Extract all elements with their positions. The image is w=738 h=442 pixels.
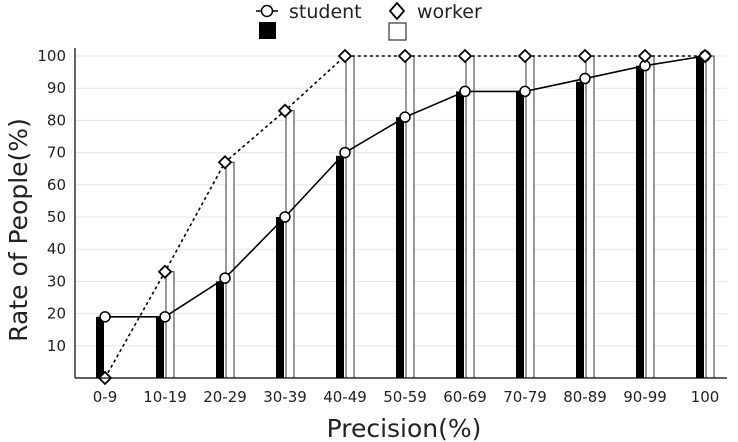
series-line-worker bbox=[104, 55, 705, 379]
x-tick-label: 0-9 bbox=[93, 388, 118, 406]
marker-student bbox=[399, 111, 411, 123]
marker-worker bbox=[217, 154, 233, 170]
marker-worker bbox=[517, 48, 533, 64]
x-tick-label: 30-39 bbox=[263, 388, 307, 406]
legend-worker-marker-icon bbox=[388, 1, 406, 21]
x-tick-label: 50-59 bbox=[383, 388, 427, 406]
bar-student bbox=[576, 81, 584, 378]
bar-student bbox=[156, 316, 164, 378]
bar-student bbox=[276, 217, 284, 378]
bar-student bbox=[636, 65, 644, 378]
y-tick-label: 100 bbox=[37, 47, 66, 65]
x-tick-label: 100 bbox=[691, 388, 720, 406]
marker-student bbox=[159, 311, 171, 323]
marker-worker bbox=[457, 48, 473, 64]
bar-worker bbox=[645, 55, 655, 379]
bar-worker bbox=[165, 271, 175, 379]
marker-student bbox=[579, 72, 591, 85]
bar-worker bbox=[345, 55, 355, 379]
legend-worker-bar-swatch bbox=[388, 22, 407, 41]
y-tick-label: 10 bbox=[47, 337, 66, 355]
y-tick-label: 70 bbox=[47, 144, 66, 162]
y-tick-label: 40 bbox=[47, 240, 66, 258]
y-tick-label: 80 bbox=[47, 111, 66, 129]
legend-student-bar-swatch bbox=[259, 22, 276, 39]
y-tick-label: 30 bbox=[47, 272, 66, 290]
bar-worker bbox=[585, 55, 595, 379]
marker-worker bbox=[577, 48, 593, 64]
bar-worker bbox=[705, 55, 715, 379]
marker-worker bbox=[397, 48, 413, 64]
y-axis-title: Rate of People(%) bbox=[4, 118, 33, 342]
x-tick-label: 80-89 bbox=[563, 388, 607, 406]
series-line-student bbox=[105, 55, 706, 318]
bar-student bbox=[96, 316, 104, 378]
series-markers bbox=[97, 48, 713, 386]
marker-student bbox=[279, 211, 291, 223]
x-tick-label: 60-69 bbox=[443, 388, 487, 406]
marker-worker bbox=[697, 48, 713, 64]
marker-worker bbox=[277, 103, 293, 119]
y-tick-label: 60 bbox=[47, 176, 66, 194]
bar-worker bbox=[285, 110, 295, 379]
bar-student bbox=[396, 117, 404, 379]
x-tick-label: 70-79 bbox=[503, 388, 547, 406]
legend: student worker bbox=[256, 1, 482, 41]
marker-student bbox=[459, 85, 471, 98]
bar-student bbox=[516, 91, 524, 379]
legend-worker-label: worker bbox=[417, 1, 482, 23]
marker-student bbox=[99, 311, 111, 323]
bar-worker bbox=[465, 55, 475, 379]
x-axis-title: Precision(%) bbox=[327, 414, 482, 442]
bar-worker bbox=[405, 55, 415, 379]
bar-student bbox=[336, 155, 344, 378]
marker-worker bbox=[157, 264, 173, 280]
x-tick-label: 10-19 bbox=[143, 388, 187, 406]
marker-worker bbox=[337, 48, 353, 64]
x-tick-label: 90-99 bbox=[623, 388, 667, 406]
legend-student-marker-icon bbox=[256, 4, 278, 18]
bars bbox=[96, 55, 715, 379]
marker-student bbox=[339, 146, 351, 159]
tick-labels: 10 20 30 40 50 60 70 80 90 100 0-9 10-19 20-29 30-39 4… bbox=[37, 47, 719, 406]
axes bbox=[74, 48, 727, 379]
y-tick-label: 20 bbox=[47, 305, 66, 323]
x-tick-label: 40-49 bbox=[323, 388, 367, 406]
bar-student bbox=[216, 281, 224, 378]
bar-student bbox=[696, 56, 704, 378]
legend-student-label: student bbox=[289, 1, 362, 23]
y-tick-label: 50 bbox=[47, 208, 66, 226]
bar-student bbox=[456, 91, 464, 379]
marker-worker bbox=[637, 48, 653, 64]
marker-student bbox=[219, 272, 231, 284]
marker-student bbox=[519, 85, 531, 98]
y-tick-label: 90 bbox=[47, 79, 66, 97]
bar-worker bbox=[525, 55, 535, 379]
x-tick-label: 20-29 bbox=[203, 388, 247, 406]
